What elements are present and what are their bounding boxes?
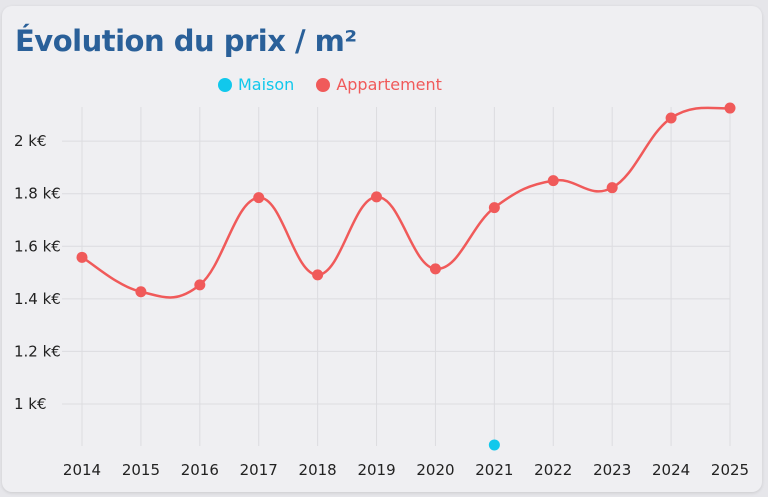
data-point-appartement [194, 279, 206, 291]
legend-marker-appartement [316, 77, 331, 92]
data-point-appartement [488, 202, 500, 214]
y-tick-label: 1.4 k€ [14, 290, 61, 308]
data-point-appartement [547, 175, 559, 187]
data-point-maison [488, 439, 500, 451]
y-tick-label: 1 k€ [14, 395, 47, 413]
data-point-appartement [606, 182, 618, 194]
data-point-appartement [135, 286, 147, 298]
legend-marker-maison [218, 77, 232, 92]
legend-label-maison: Maison [238, 75, 295, 94]
chart-card: Évolution du prix / m² [2, 6, 762, 492]
data-point-appartement [253, 192, 265, 204]
x-tick-label: 2022 [534, 461, 572, 479]
legend-item-maison[interactable]: Maison [218, 75, 294, 94]
x-tick-label: 2017 [240, 461, 278, 479]
data-point-appartement [312, 269, 324, 281]
x-tick-label: 2015 [122, 461, 160, 479]
x-tick-label: 2023 [593, 461, 631, 479]
data-point-appartement [665, 112, 677, 124]
x-tick-label: 2018 [299, 461, 337, 479]
y-tick-label: 1.6 k€ [14, 237, 61, 255]
data-point-appartement [724, 102, 736, 114]
y-tick-label: 1.2 k€ [14, 342, 61, 360]
chart-title: Évolution du prix / m² [15, 24, 357, 58]
data-point-appartement [76, 251, 88, 263]
x-tick-label: 2025 [711, 461, 749, 479]
data-point-appartement [429, 263, 441, 275]
x-tick-label: 2019 [357, 461, 395, 479]
x-tick-label: 2014 [63, 461, 101, 479]
legend-label-appartement: Appartement [336, 75, 442, 94]
legend: Maison Appartement [218, 75, 442, 94]
y-tick-label: 2 k€ [14, 132, 47, 150]
x-tick-label: 2024 [652, 461, 690, 479]
data-point-appartement [371, 191, 383, 203]
x-tick-label: 2020 [416, 461, 454, 479]
x-tick-label: 2021 [475, 461, 513, 479]
y-tick-label: 1.8 k€ [14, 185, 61, 203]
legend-item-appartement[interactable]: Appartement [316, 75, 442, 94]
x-tick-label: 2016 [181, 461, 219, 479]
series-line-appartement [81, 106, 731, 299]
